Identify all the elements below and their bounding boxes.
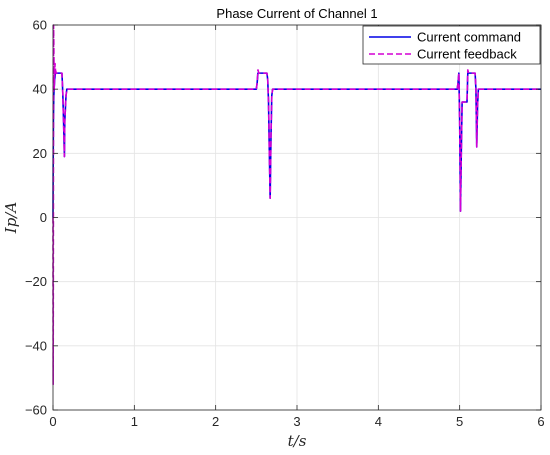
series-layer [52, 24, 541, 386]
x-tick-label: 0 [49, 414, 56, 429]
x-tick-label: 1 [131, 414, 138, 429]
y-tick-label: 40 [33, 82, 47, 97]
y-tick-label: 20 [33, 146, 47, 161]
x-tick-label: 5 [456, 414, 463, 429]
x-tick-label: 3 [293, 414, 300, 429]
y-tick-label: −20 [25, 274, 47, 289]
x-axis-label: t/s [288, 432, 307, 450]
x-tick-label: 4 [375, 414, 382, 429]
legend-label-2: Current feedback [417, 47, 517, 62]
y-tick-label: −40 [25, 338, 47, 353]
ticks: 0 1 2 3 4 5 6 −60 −40 −20 0 20 40 60 [25, 18, 545, 430]
y-tick-label: −60 [25, 403, 47, 418]
x-tick-label: 6 [537, 414, 544, 429]
legend-box [362, 25, 541, 65]
y-axis-label: Ip/A [2, 202, 20, 235]
y-tick-label: 60 [33, 18, 47, 33]
chart-title: Phase Current of Channel 1 [216, 6, 377, 21]
series-line-2 [52, 24, 541, 386]
legend: Current command Current feedback [362, 25, 541, 65]
x-tick-label: 2 [212, 414, 219, 429]
legend-label-1: Current command [417, 30, 521, 45]
y-tick-label: 0 [40, 210, 47, 225]
